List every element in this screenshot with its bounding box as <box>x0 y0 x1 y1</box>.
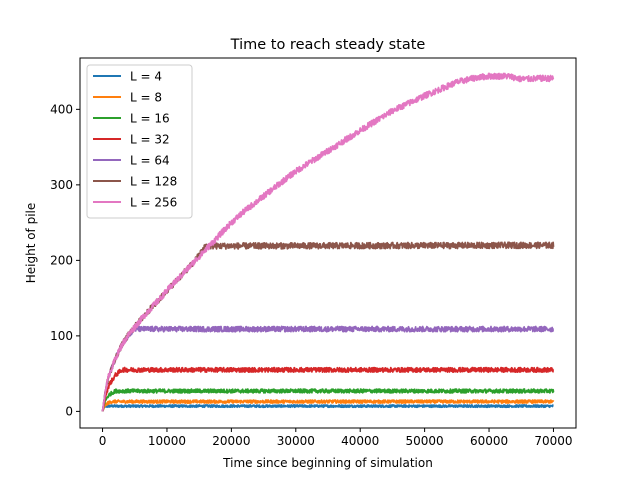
plot-frame <box>79 57 577 429</box>
x-tick-label: 10000 <box>148 434 186 448</box>
x-tick-label: 40000 <box>341 434 379 448</box>
legend-box <box>86 64 193 219</box>
y-axis: 0 100 200 300 400 <box>50 102 80 418</box>
y-axis-label: Height of pile <box>24 203 38 284</box>
legend-label-5: L = 128 <box>130 175 177 189</box>
series-line-6 <box>101 72 555 412</box>
x-tick-label: 50000 <box>406 434 444 448</box>
y-tick-label: 200 <box>50 253 73 267</box>
series-line-4 <box>101 325 555 412</box>
legend: L = 4 L = 8 L = 16 L = 32 L = 64 L = 128 L = 2… <box>86 64 193 219</box>
legend-label-6: L = 256 <box>130 196 177 210</box>
x-axis-label: Time since beginning of simulation <box>222 456 433 470</box>
x-axis: 0 10000 20000 30000 40000 50000 60000 70000 <box>99 428 573 448</box>
series-line-2 <box>101 388 555 412</box>
legend-label-3: L = 32 <box>130 133 170 147</box>
series-line-3 <box>101 366 555 412</box>
y-tick-label: 400 <box>50 102 73 116</box>
legend-label-4: L = 64 <box>130 154 170 168</box>
x-tick-label: 20000 <box>212 434 250 448</box>
legend-label-2: L = 16 <box>130 112 170 126</box>
legend-label-0: L = 4 <box>130 70 162 84</box>
x-tick-label: 30000 <box>277 434 315 448</box>
series-line-1 <box>101 399 555 412</box>
plot-area <box>101 72 555 412</box>
series-line-0 <box>101 404 555 412</box>
x-tick-label: 0 <box>99 434 107 448</box>
x-tick-label: 70000 <box>534 434 572 448</box>
y-tick-label: 100 <box>50 329 73 343</box>
legend-label-1: L = 8 <box>130 91 162 105</box>
y-tick-label: 300 <box>50 178 73 192</box>
chart-title: Time to reach steady state <box>230 37 426 53</box>
x-tick-label: 60000 <box>470 434 508 448</box>
y-tick-label: 0 <box>65 404 73 418</box>
